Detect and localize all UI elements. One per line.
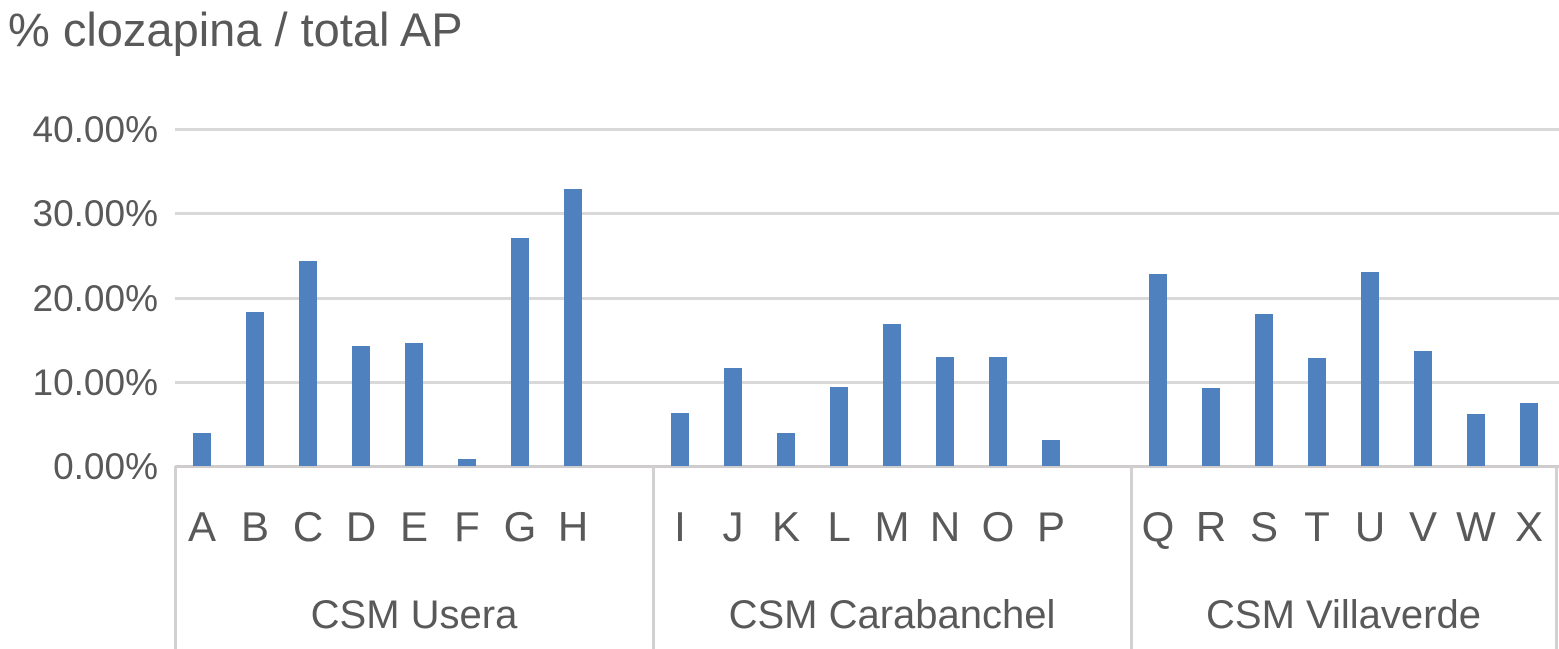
x-axis-group-label: CSM Villaverde xyxy=(1206,593,1481,637)
x-axis-category-label-F: F xyxy=(454,503,480,550)
x-axis-category-label-J: J xyxy=(722,503,744,550)
x-axis-category-label-E: E xyxy=(399,503,428,550)
bar-A xyxy=(193,433,211,466)
bar-G xyxy=(511,238,529,466)
x-axis-category-label-Q: Q xyxy=(1141,503,1175,550)
bar-M xyxy=(883,324,901,466)
bar-I xyxy=(671,413,689,466)
y-axis-tick-label: 0.00% xyxy=(53,446,158,487)
x-axis-category-label-O: O xyxy=(981,503,1015,550)
bar-W xyxy=(1467,414,1485,466)
bar-R xyxy=(1202,388,1220,466)
x-axis-category-label-U: U xyxy=(1354,503,1386,550)
y-axis-tick-label: 40.00% xyxy=(32,109,159,150)
bar-O xyxy=(989,357,1007,466)
category-group-divider xyxy=(652,466,655,649)
bar-K xyxy=(777,433,795,466)
bar-B xyxy=(246,312,264,466)
x-axis-category-label-W: W xyxy=(1456,503,1496,550)
bar-H xyxy=(564,189,582,466)
category-bracket-left xyxy=(174,466,177,649)
x-axis-category-label-G: G xyxy=(503,503,537,550)
x-axis-category-label-L: L xyxy=(827,503,851,550)
bar-D xyxy=(352,346,370,466)
bar-S xyxy=(1255,314,1273,466)
bar-F xyxy=(458,459,476,466)
x-axis-category-label-I: I xyxy=(674,503,686,550)
bar-C xyxy=(299,261,317,466)
bar-T xyxy=(1308,358,1326,466)
x-axis-category-label-B: B xyxy=(240,503,269,550)
gridline-30 xyxy=(175,212,1559,216)
x-axis-line xyxy=(175,465,1559,468)
x-axis-category-label-S: S xyxy=(1249,503,1278,550)
y-axis-tick-label: 10.00% xyxy=(32,361,159,403)
y-axis-tick-label: 20.00% xyxy=(32,277,159,319)
bar-Q xyxy=(1149,274,1167,466)
x-axis-category-label-K: K xyxy=(771,503,800,550)
category-group-divider xyxy=(1130,466,1133,649)
x-axis-category-label-T: T xyxy=(1304,503,1330,550)
x-axis-group-label: CSM Carabanchel xyxy=(728,593,1056,637)
x-axis-category-label-N: N xyxy=(929,503,961,550)
category-bracket-right xyxy=(1555,466,1558,649)
x-axis-category-label-R: R xyxy=(1195,503,1227,550)
bar-L xyxy=(830,387,848,466)
bar-P xyxy=(1042,440,1060,466)
gridline-40 xyxy=(175,128,1559,131)
bar-N xyxy=(936,357,954,466)
x-axis-category-label-D: D xyxy=(345,503,377,550)
x-axis-category-label-A: A xyxy=(187,503,216,550)
x-axis-category-label-H: H xyxy=(557,503,589,550)
x-axis-category-label-M: M xyxy=(874,503,910,550)
bar-E xyxy=(405,343,423,466)
bar-V xyxy=(1414,351,1432,466)
y-axis-tick-label: 30.00% xyxy=(32,193,159,235)
bar-J xyxy=(724,368,742,466)
x-axis-group-label: CSM Usera xyxy=(310,593,518,637)
bar-X xyxy=(1520,403,1538,466)
gridline-20 xyxy=(175,296,1559,300)
x-axis-category-label-C: C xyxy=(292,503,324,550)
bar-U xyxy=(1361,272,1379,466)
gridline-10 xyxy=(175,380,1559,384)
chart-title: % clozapina / total AP xyxy=(8,3,463,56)
x-axis-category-label-P: P xyxy=(1036,503,1065,550)
x-axis-category-label-V: V xyxy=(1408,503,1437,550)
x-axis-category-label-X: X xyxy=(1514,503,1543,550)
